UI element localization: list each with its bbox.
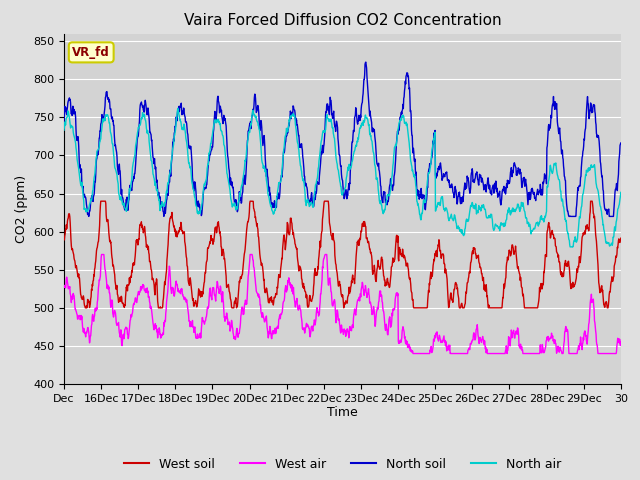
Y-axis label: CO2 (ppm): CO2 (ppm) [15, 175, 28, 243]
Text: VR_fd: VR_fd [72, 46, 110, 59]
X-axis label: Time: Time [327, 407, 358, 420]
Legend: West soil, West air, North soil, North air: West soil, West air, North soil, North a… [119, 453, 566, 476]
Title: Vaira Forced Diffusion CO2 Concentration: Vaira Forced Diffusion CO2 Concentration [184, 13, 501, 28]
